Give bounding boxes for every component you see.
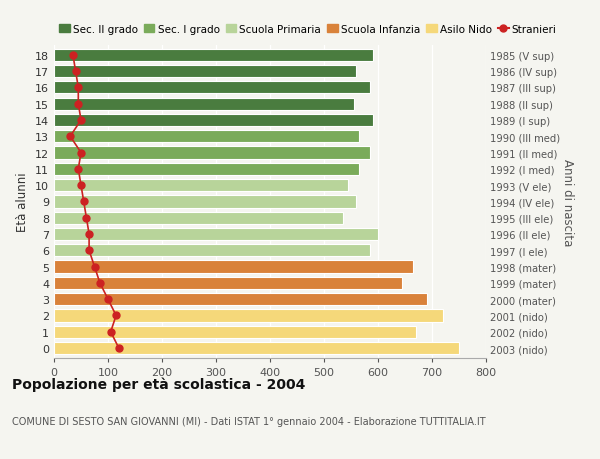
Bar [54,115,373,127]
Point [76,117,86,124]
Point [106,328,115,336]
Bar [54,261,413,273]
Point [71,68,80,76]
Bar [54,147,370,159]
Point [74,101,83,108]
Point [114,345,124,352]
Point [103,296,113,303]
Bar [54,310,443,322]
Point [84,247,94,254]
Bar [54,229,378,241]
Bar [54,245,370,257]
Y-axis label: Età alunni: Età alunni [16,172,29,232]
Point [95,280,105,287]
Point [76,182,86,190]
Point [74,84,83,92]
Bar [54,342,459,354]
Legend: Sec. II grado, Sec. I grado, Scuola Primaria, Scuola Infanzia, Asilo Nido, Stran: Sec. II grado, Sec. I grado, Scuola Prim… [59,24,557,34]
Point [65,133,75,140]
Bar [54,179,348,192]
Bar [54,131,359,143]
Y-axis label: Anni di nascita: Anni di nascita [561,158,574,246]
Point [82,214,91,222]
Bar [54,212,343,224]
Bar [54,50,373,62]
Point [68,52,78,59]
Bar [54,277,402,289]
Text: Popolazione per età scolastica - 2004: Popolazione per età scolastica - 2004 [12,376,305,391]
Point [79,198,89,206]
Text: COMUNE DI SESTO SAN GIOVANNI (MI) - Dati ISTAT 1° gennaio 2004 - Elaborazione TU: COMUNE DI SESTO SAN GIOVANNI (MI) - Dati… [12,417,485,426]
Point [90,263,100,271]
Bar [54,163,359,175]
Bar [54,98,353,111]
Bar [54,326,416,338]
Bar [54,66,356,78]
Bar [54,293,427,306]
Point [112,312,121,319]
Point [84,231,94,238]
Point [74,166,83,173]
Bar [54,196,356,208]
Point [76,150,86,157]
Bar [54,82,370,94]
